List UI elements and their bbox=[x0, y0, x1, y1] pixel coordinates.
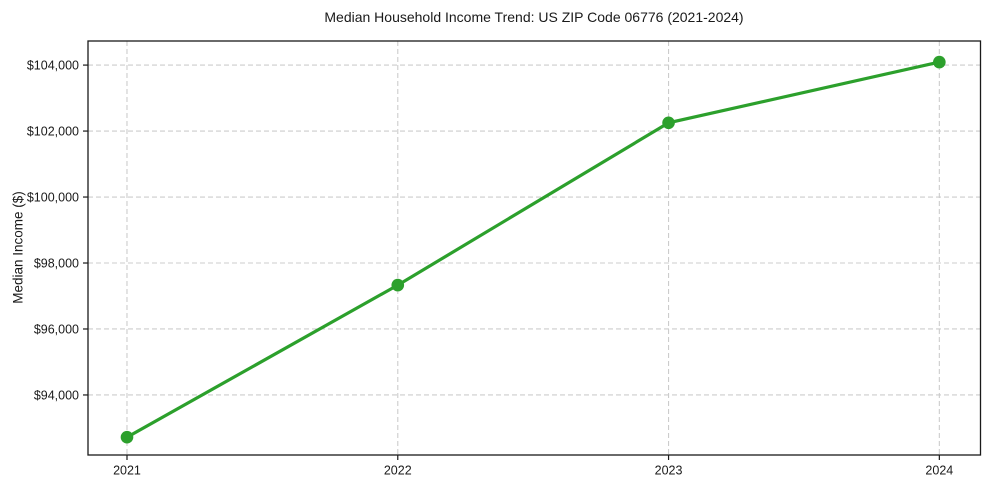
y-tick-label: $102,000 bbox=[27, 125, 79, 139]
y-tick-label: $104,000 bbox=[27, 59, 79, 73]
y-tick-label: $96,000 bbox=[34, 322, 79, 336]
data-point-2021 bbox=[120, 430, 134, 444]
data-point-2022 bbox=[391, 278, 405, 292]
axes-frame bbox=[87, 40, 982, 456]
x-tick-label: 2024 bbox=[925, 464, 953, 478]
trend-line bbox=[126, 60, 940, 439]
y-tick-label: $98,000 bbox=[34, 257, 79, 271]
data-point-2024 bbox=[933, 55, 946, 69]
x-tick-label: 2023 bbox=[655, 464, 683, 478]
data-point-2023 bbox=[662, 116, 675, 130]
x-tick-label: 2022 bbox=[384, 464, 412, 478]
y-tick-label: $100,000 bbox=[27, 191, 79, 205]
chart-title: Median Household Income Trend: US ZIP Co… bbox=[324, 9, 744, 25]
y-tick-label: $94,000 bbox=[34, 388, 79, 402]
x-tick-label: 2021 bbox=[113, 464, 141, 478]
